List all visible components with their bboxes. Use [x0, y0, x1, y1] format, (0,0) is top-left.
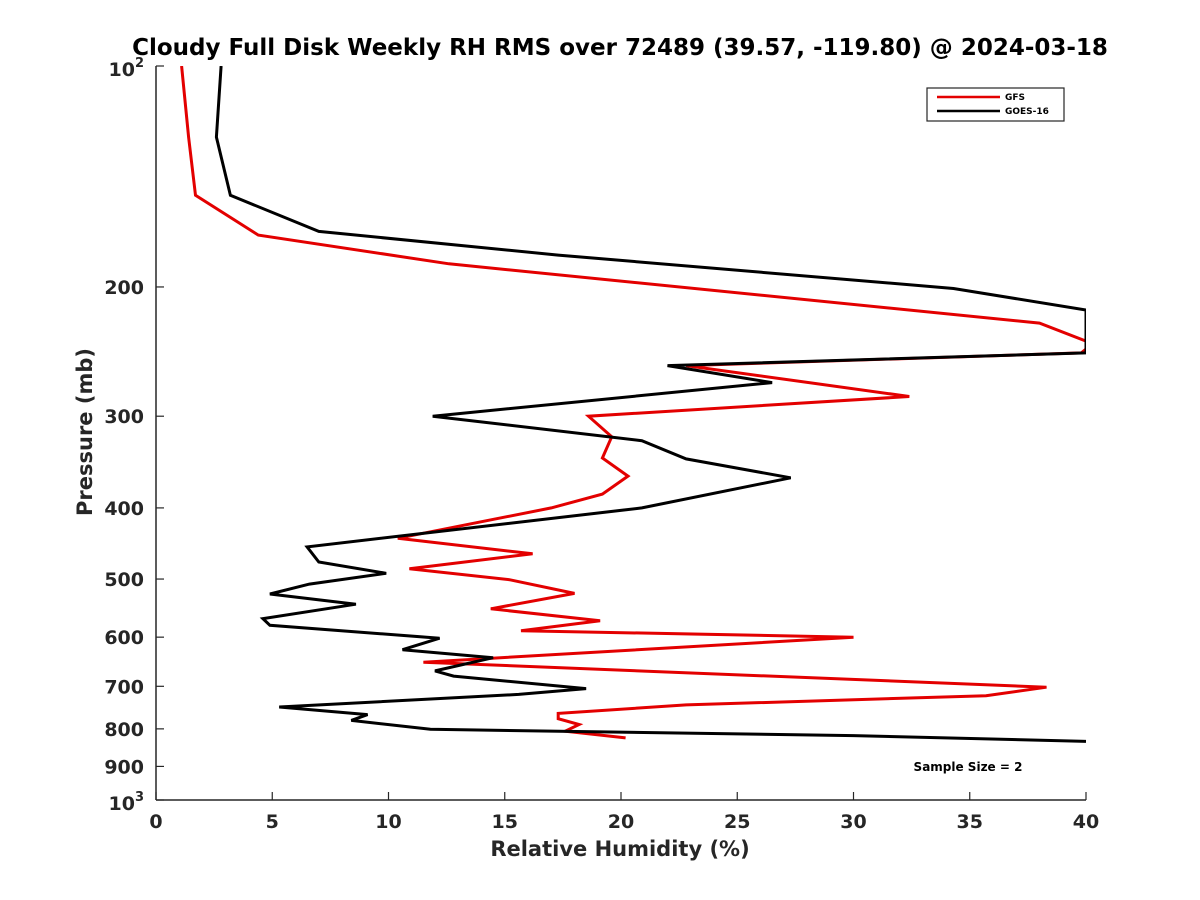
legend-label-gfs: GFS: [1005, 93, 1025, 103]
y-tick-label: 800: [104, 719, 144, 741]
y-tick-exponent: 2: [135, 56, 144, 71]
sample-size-annotation: Sample Size = 2: [914, 760, 1023, 774]
y-tick-exponent: 3: [135, 790, 144, 805]
y-tick-label: 500: [104, 569, 144, 591]
x-tick-label: 35: [957, 811, 983, 833]
y-tick-label: 900: [104, 756, 144, 778]
x-tick-label: 20: [608, 811, 634, 833]
plot-background: [156, 66, 1086, 800]
series-line-goes-16: [214, 66, 1086, 743]
series-group: [180, 66, 1086, 743]
y-tick-label: 400: [104, 498, 144, 520]
x-tick-label: 30: [840, 811, 866, 833]
legend-label-goes-16: GOES-16: [1005, 107, 1049, 117]
plot-area: 0 5 10 15 20 25 30 35 40102200300400500600700800…: [104, 56, 1099, 833]
series-line-gfs: [180, 66, 1086, 740]
x-tick-label: 25: [724, 811, 750, 833]
chart-title: Cloudy Full Disk Weekly RH RMS over 7248…: [132, 35, 1108, 61]
y-tick-label: 200: [104, 277, 144, 299]
y-tick-label: 700: [104, 676, 144, 698]
x-tick-label: 40: [1073, 811, 1099, 833]
x-axis-label: Relative Humidity (%): [490, 837, 749, 861]
x-tick-label: 10: [375, 811, 401, 833]
x-tick-label: 5: [266, 811, 279, 833]
y-axis-label: Pressure (mb): [73, 348, 97, 516]
x-tick-label: 0: [149, 811, 162, 833]
legend: GFS GOES-16: [926, 87, 1065, 122]
legend-box: [926, 87, 1065, 122]
x-tick-label: 15: [492, 811, 518, 833]
y-tick-label: 600: [104, 627, 144, 649]
y-tick-label: 300: [104, 406, 144, 428]
